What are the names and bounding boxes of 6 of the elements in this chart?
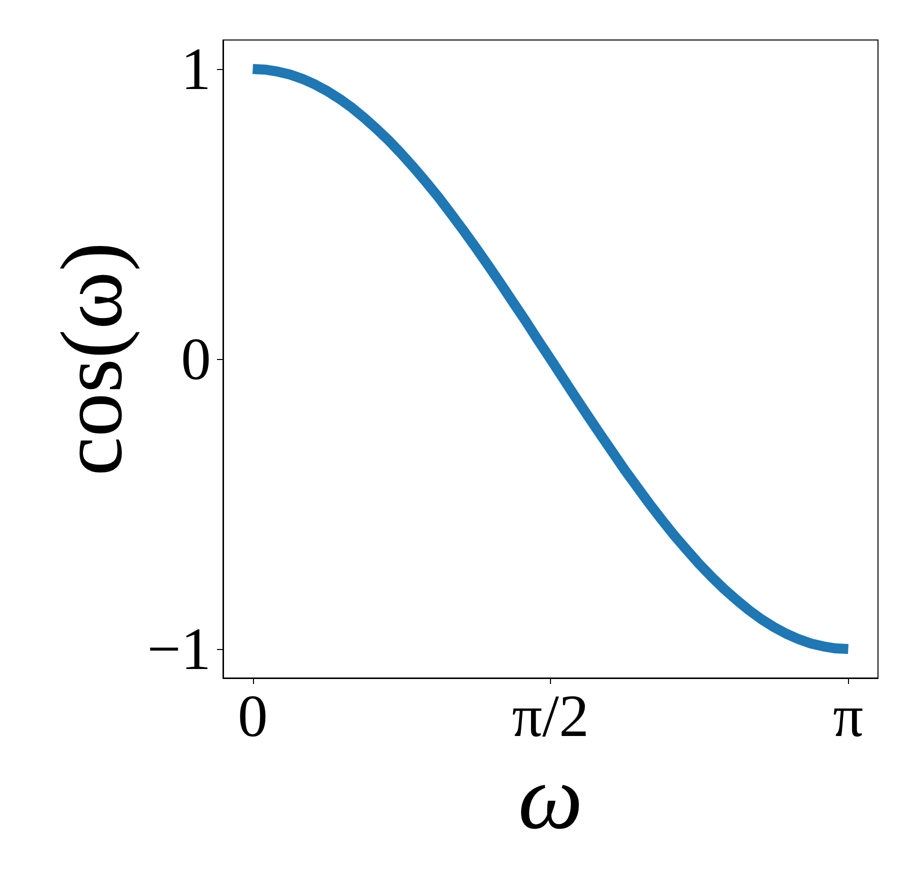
y-tick-label: −1 (147, 616, 211, 682)
y-tick-label: 0 (181, 326, 211, 392)
y-tick-label: 1 (181, 36, 211, 102)
y-axis-title: cos(ω) (44, 242, 141, 476)
x-tick-label: 0 (238, 683, 268, 749)
x-tick-label: π (833, 683, 864, 749)
